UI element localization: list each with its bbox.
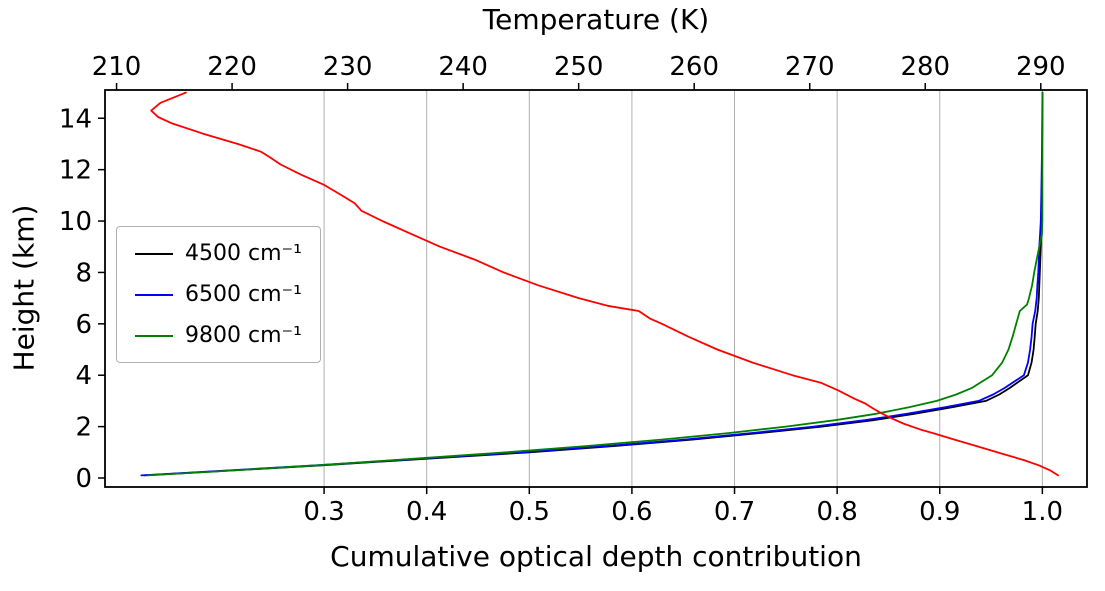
y-tick-label: 2: [75, 413, 92, 443]
top-tick-label: 240: [438, 52, 488, 82]
x-tick-label: 0.6: [611, 497, 652, 527]
y-tick-label: 10: [59, 207, 92, 237]
legend-line-swatch: [135, 252, 173, 255]
series-od-9800: [146, 91, 1044, 477]
top-tick-label: 220: [207, 52, 257, 82]
legend-label: 6500 cm⁻¹: [185, 282, 302, 307]
series-temperature-profile: [150, 91, 1059, 477]
top-tick-label: 250: [554, 52, 604, 82]
legend-item: 4500 cm⁻¹: [135, 241, 302, 266]
axes-spines: [104, 89, 1088, 488]
y-tick-label: 6: [75, 310, 92, 340]
y-tick-label: 12: [59, 156, 92, 186]
y-tick-label: 14: [59, 104, 92, 134]
top-tick-label: 210: [92, 52, 142, 82]
x-tick-label: 0.5: [509, 497, 550, 527]
series-od-6500: [140, 91, 1044, 477]
legend-item: 6500 cm⁻¹: [135, 282, 302, 307]
top-tick-label: 270: [785, 52, 835, 82]
legend-item: 9800 cm⁻¹: [135, 323, 302, 348]
x-tick-label: 0.8: [816, 497, 857, 527]
legend-label: 4500 cm⁻¹: [185, 241, 302, 266]
bottom-axis-label: Cumulative optical depth contribution: [330, 540, 862, 573]
top-axis-label: Temperature (K): [482, 3, 710, 36]
legend-line-swatch: [135, 293, 173, 296]
y-tick-label: 4: [75, 361, 92, 391]
x-tick-label: 0.4: [406, 497, 447, 527]
top-tick-label: 280: [900, 52, 950, 82]
x-tick-label: 1.0: [1022, 497, 1063, 527]
top-tick-label: 230: [323, 52, 373, 82]
y-tick-label: 0: [75, 464, 92, 494]
x-tick-label: 0.9: [919, 497, 960, 527]
x-tick-label: 0.7: [714, 497, 755, 527]
legend-label: 9800 cm⁻¹: [185, 323, 302, 348]
top-tick-label: 290: [1016, 52, 1066, 82]
legend: 4500 cm⁻¹ 6500 cm⁻¹ 9800 cm⁻¹: [116, 226, 321, 363]
x-tick-label: 0.3: [303, 497, 344, 527]
y-tick-label: 8: [75, 258, 92, 288]
legend-line-swatch: [135, 334, 173, 337]
top-tick-label: 260: [669, 52, 719, 82]
